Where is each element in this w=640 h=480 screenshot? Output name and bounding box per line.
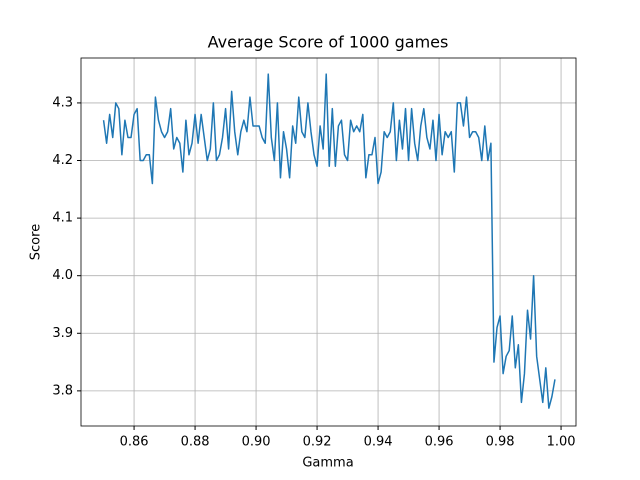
x-tick-label: 0.92: [303, 435, 332, 450]
x-tick-label: 0.94: [364, 435, 393, 450]
y-tick-label: 3.8: [52, 383, 73, 398]
plot-frame: [80, 57, 577, 427]
x-tick-label: 1.00: [547, 435, 576, 450]
y-tick-label: 3.9: [52, 326, 73, 341]
y-axis-label: Score: [29, 224, 44, 260]
chart-title: Average Score of 1000 games: [208, 33, 449, 52]
x-tick-label: 0.90: [242, 435, 271, 450]
y-tick-label: 4.1: [52, 211, 73, 226]
x-tick-label: 0.86: [120, 435, 149, 450]
line-series: [102, 73, 556, 409]
x-tick-label: 0.88: [181, 435, 210, 450]
x-tick-label: 0.96: [425, 435, 454, 450]
y-tick-label: 4.0: [52, 268, 73, 283]
y-tick-label: 4.2: [52, 153, 73, 168]
x-tick-label: 0.98: [486, 435, 515, 450]
x-axis-label: Gamma: [302, 456, 353, 471]
y-tick-label: 4.3: [52, 95, 73, 110]
